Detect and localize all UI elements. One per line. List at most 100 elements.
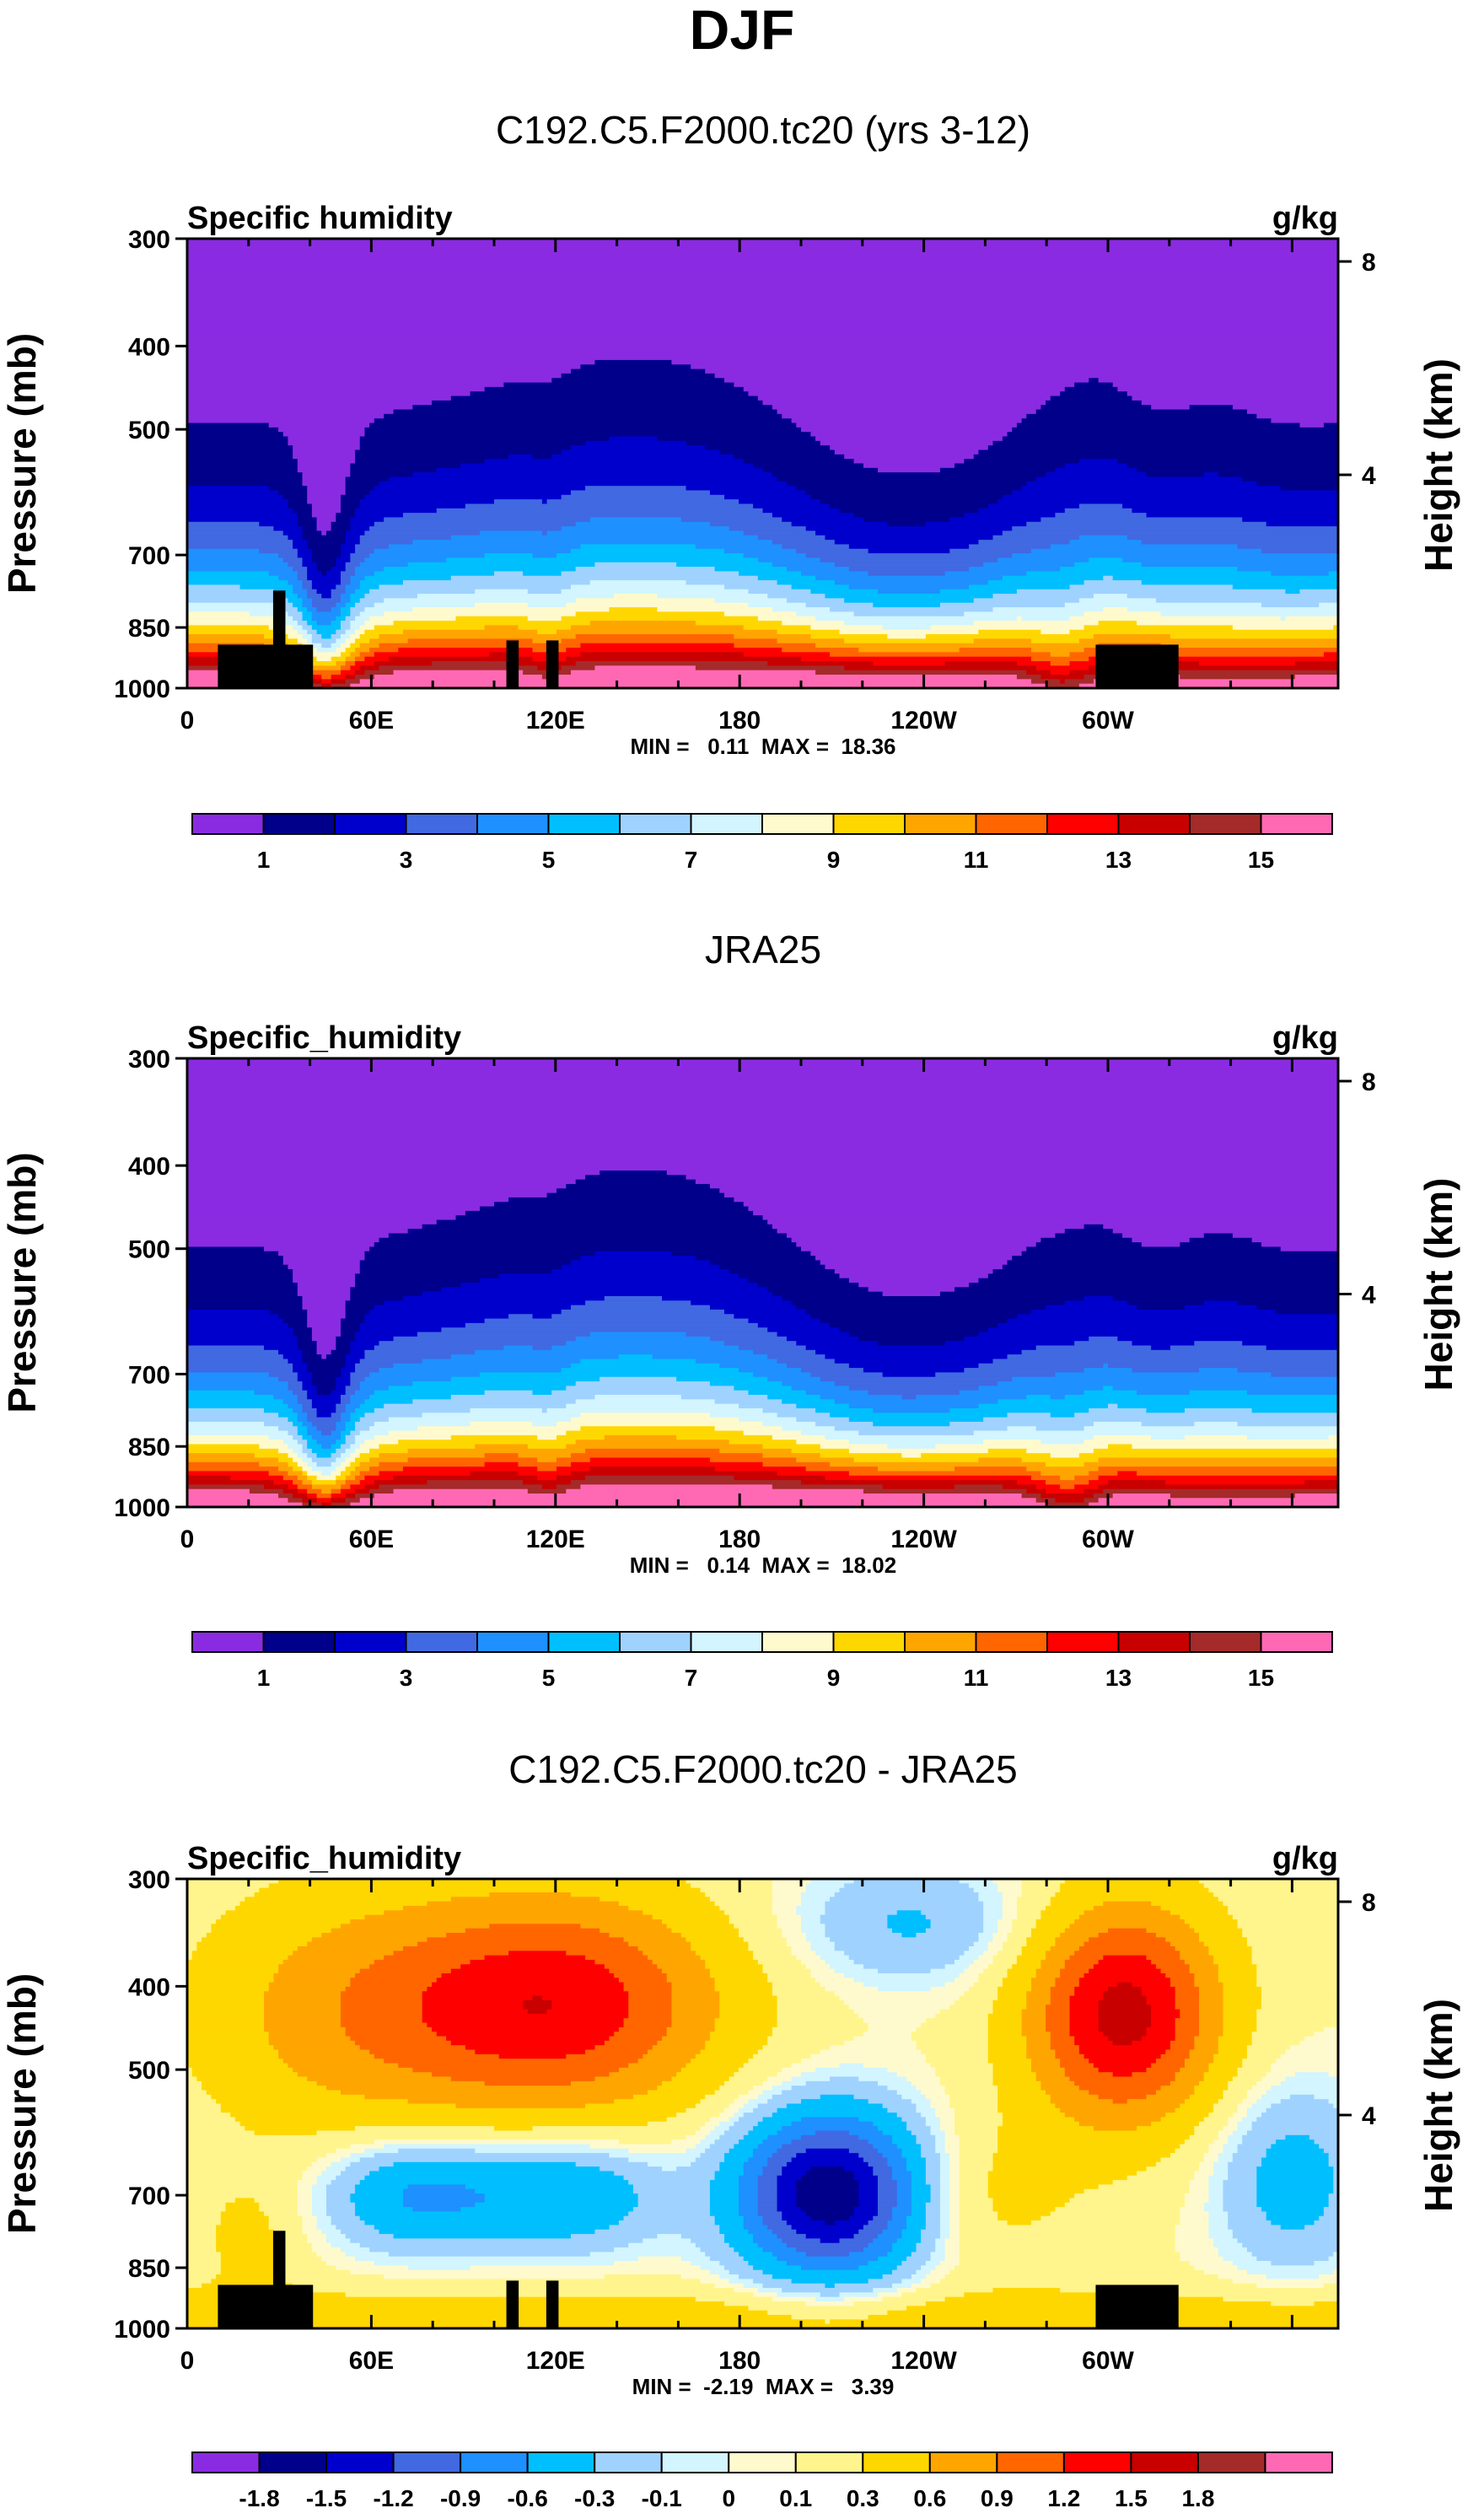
contour-cell <box>671 1928 739 1934</box>
contour-cell <box>369 1467 404 1472</box>
contour-cell <box>355 602 375 608</box>
contour-cell <box>450 1376 600 1382</box>
contour-cell <box>734 1314 811 1320</box>
contour-cell <box>925 2225 941 2231</box>
contour-cell <box>1012 526 1339 532</box>
contour-cell <box>341 2090 648 2096</box>
contour-cell <box>187 1175 586 1181</box>
contour-cell <box>700 2279 730 2285</box>
contour-cell <box>566 1386 734 1391</box>
contour-cell <box>916 2134 936 2140</box>
contour-cell <box>484 2193 639 2199</box>
contour-cell <box>336 584 347 590</box>
contour-cell <box>479 1372 754 1378</box>
contour-cell <box>767 2040 845 2046</box>
contour-cell <box>336 1448 347 1454</box>
contour-cell <box>791 1946 811 1951</box>
contour-cell <box>992 2207 1057 2213</box>
contour-cell <box>288 535 304 541</box>
contour-cell <box>997 2099 1051 2105</box>
contour-cell <box>359 445 572 451</box>
contour-cell <box>762 1964 807 1970</box>
contour-cell <box>709 1381 782 1386</box>
contour-cell <box>753 1955 797 1961</box>
contour-cell <box>1098 2018 1152 2024</box>
contour-cell <box>187 1188 557 1194</box>
contour-cell <box>187 2319 826 2325</box>
contour-cell <box>853 459 965 465</box>
contour-cell <box>264 2013 341 2019</box>
contour-cell <box>1050 1413 1075 1418</box>
contour-cell <box>930 2188 941 2194</box>
contour-cell <box>187 2032 270 2037</box>
contour-cell <box>355 589 370 595</box>
contour-cell <box>743 2220 764 2226</box>
contour-cell <box>734 2112 745 2118</box>
contour-cell <box>282 494 308 500</box>
contour-cell <box>1141 580 1339 586</box>
contour-cell <box>297 467 351 473</box>
contour-cell <box>844 621 975 626</box>
contour-cell <box>901 2292 965 2298</box>
contour-cell <box>815 1349 1023 1355</box>
contour-cell <box>1026 1995 1051 2001</box>
contour-cell <box>906 2157 927 2163</box>
colorbar-label: -1.2 <box>373 2485 413 2508</box>
contour-cell <box>1035 1919 1075 1924</box>
contour-cell <box>1223 2188 1257 2194</box>
contour-cell <box>187 1444 260 1450</box>
contour-cell <box>359 1444 380 1450</box>
contour-cell <box>992 2288 1061 2293</box>
contour-cell <box>772 1883 807 1889</box>
contour-cell <box>311 1484 341 1490</box>
contour-cell <box>964 611 1085 617</box>
contour-cell <box>1146 2032 1176 2037</box>
contour-cell <box>393 1475 538 1481</box>
contour-cell <box>786 2242 869 2248</box>
contour-cell <box>302 1467 313 1472</box>
contour-cell <box>1137 2171 1195 2177</box>
contour-cell <box>1026 2045 1051 2051</box>
contour-cell <box>753 2107 778 2113</box>
y-tick-label: 700 <box>128 542 170 570</box>
contour-cell <box>983 1951 998 1956</box>
contour-cell <box>1160 1968 1191 1974</box>
contour-cell <box>1050 1991 1075 1997</box>
contour-cell <box>374 602 476 608</box>
contour-cell <box>1251 1946 1339 1951</box>
contour-cell <box>388 1233 788 1239</box>
contour-cell <box>1180 1242 1262 1248</box>
contour-cell <box>575 661 768 666</box>
contour-cell <box>216 2099 409 2105</box>
contour-cell <box>680 2234 725 2239</box>
contour-cell <box>1194 2130 1219 2136</box>
contour-cell <box>1060 1887 1210 1893</box>
contour-cell <box>446 1932 610 1938</box>
contour-cell <box>321 1354 327 1360</box>
contour-cell <box>949 2171 960 2177</box>
contour-cell <box>585 440 687 446</box>
contour-cell <box>978 1972 1008 1978</box>
contour-cell <box>662 2166 677 2172</box>
contour-cell <box>858 2076 907 2082</box>
contour-cell <box>944 2296 1224 2302</box>
contour-cell <box>1098 1484 1339 1490</box>
contour-cell <box>412 607 610 612</box>
terrain-block <box>506 2280 519 2328</box>
contour-cell <box>1069 2022 1100 2028</box>
contour-cell <box>427 1937 625 1943</box>
contour-cell <box>1256 2018 1339 2024</box>
contour-cell <box>604 1295 663 1301</box>
contour-cell <box>350 526 370 532</box>
contour-cell <box>648 2161 691 2167</box>
contour-cell <box>1103 1488 1339 1494</box>
contour-cell <box>359 1269 552 1274</box>
contour-cell <box>777 2130 816 2136</box>
contour-cell <box>743 530 816 536</box>
contour-cell <box>1271 2144 1320 2150</box>
contour-cell <box>187 2269 222 2275</box>
contour-cell <box>705 369 1339 374</box>
contour-cell <box>739 1932 782 1938</box>
contour-cell <box>393 2234 572 2239</box>
